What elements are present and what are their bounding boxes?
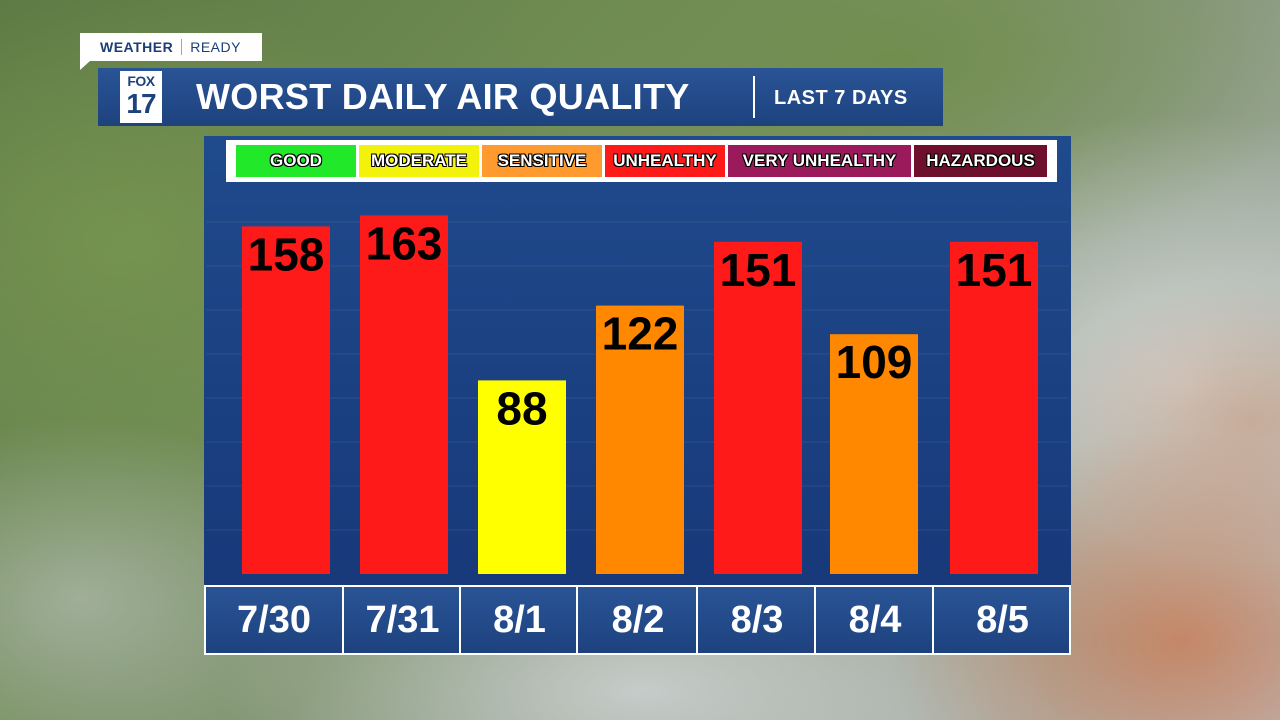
bar-8-3 bbox=[714, 241, 802, 575]
bar-value-label: 122 bbox=[602, 308, 679, 360]
x-tick-label: 8/4 bbox=[814, 587, 934, 653]
bar-value-label: 88 bbox=[496, 382, 547, 434]
x-tick-label: 8/5 bbox=[932, 587, 1071, 653]
bar-value-label: 109 bbox=[836, 336, 913, 388]
bar-7-30 bbox=[242, 226, 330, 574]
tag-ready-label: READY bbox=[190, 39, 241, 55]
legend-unhealthy: UNHEALTHY bbox=[605, 145, 725, 177]
x-tick-label: 8/2 bbox=[576, 587, 698, 653]
legend-sensitive: SENSITIVE bbox=[482, 145, 602, 177]
aqi-legend: GOOD MODERATE SENSITIVE UNHEALTHY VERY U… bbox=[226, 140, 1057, 182]
bar-value-label: 151 bbox=[956, 244, 1033, 296]
bar-8-2 bbox=[596, 305, 684, 574]
bar-8-4 bbox=[830, 334, 918, 574]
bar-7-31 bbox=[360, 215, 448, 574]
weather-ready-tag: WEATHER READY bbox=[80, 33, 262, 70]
legend-hazardous: HAZARDOUS bbox=[914, 145, 1047, 177]
x-tick-label: 8/3 bbox=[696, 587, 816, 653]
bar-value-label: 163 bbox=[366, 217, 443, 269]
date-axis: 7/30 7/31 8/1 8/2 8/3 8/4 8/5 bbox=[204, 585, 1071, 655]
legend-very-unhealthy: VERY UNHEALTHY bbox=[728, 145, 911, 177]
x-tick-label: 7/30 bbox=[237, 598, 311, 641]
bar-8-5 bbox=[950, 241, 1038, 575]
logo-number-text: 17 bbox=[126, 88, 156, 119]
bar-value-label: 151 bbox=[720, 244, 797, 296]
page-subtitle: LAST 7 DAYS bbox=[774, 87, 908, 109]
legend-moderate: MODERATE bbox=[359, 145, 479, 177]
legend-good: GOOD bbox=[236, 145, 356, 177]
bar-value-label: 158 bbox=[248, 228, 325, 280]
x-tick-label: 8/1 bbox=[459, 587, 578, 653]
tag-weather-label: WEATHER bbox=[100, 39, 174, 55]
x-tick-label: 7/31 bbox=[342, 587, 461, 653]
bar-8-1 bbox=[478, 380, 566, 574]
title-divider bbox=[753, 76, 755, 118]
tag-separator bbox=[181, 39, 183, 55]
title-bar: FOX 17 WORST DAILY AIR QUALITY LAST 7 DA… bbox=[98, 68, 943, 126]
logo-fox-text: FOX bbox=[127, 73, 155, 89]
page-title: WORST DAILY AIR QUALITY bbox=[196, 76, 690, 117]
fox17-logo: FOX 17 bbox=[120, 71, 162, 123]
